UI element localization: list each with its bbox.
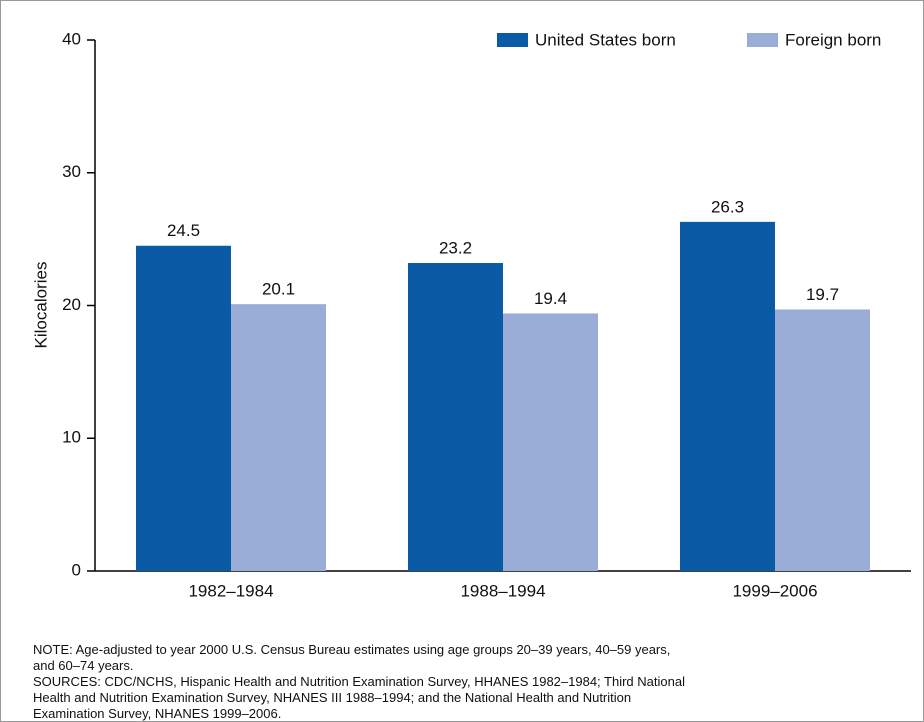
legend-swatch — [497, 33, 528, 47]
legend-label: United States born — [535, 30, 676, 49]
y-tick-label: 10 — [62, 428, 81, 447]
y-tick-label: 30 — [62, 162, 81, 181]
sources-line: Health and Nutrition Examination Survey,… — [33, 690, 631, 705]
x-tick-label: 1982–1984 — [188, 581, 273, 600]
sources-line: Examination Survey, NHANES 1999–2006. — [33, 706, 281, 721]
value-label: 19.4 — [534, 289, 567, 308]
bar — [775, 309, 870, 571]
y-axis-label: Kilocalories — [31, 262, 50, 349]
bar — [503, 313, 598, 571]
bar — [231, 304, 326, 571]
legend-swatch — [747, 33, 778, 47]
legend-label: Foreign born — [785, 30, 881, 49]
y-tick-label: 0 — [72, 560, 81, 579]
value-label: 20.1 — [262, 280, 295, 299]
value-label: 23.2 — [439, 239, 472, 258]
value-label: 24.5 — [167, 221, 200, 240]
x-tick-label: 1988–1994 — [460, 581, 545, 600]
note-line: NOTE: Age-adjusted to year 2000 U.S. Cen… — [33, 642, 670, 657]
bar — [408, 263, 503, 571]
value-label: 26.3 — [711, 197, 744, 216]
sources-line: SOURCES: CDC/NCHS, Hispanic Health and N… — [33, 674, 685, 689]
x-tick-label: 1999–2006 — [732, 581, 817, 600]
y-tick-label: 20 — [62, 295, 81, 314]
value-label: 19.7 — [806, 285, 839, 304]
bar — [136, 245, 231, 571]
note-line: and 60–74 years. — [33, 658, 133, 673]
y-tick-label: 40 — [62, 29, 81, 48]
bar — [680, 221, 775, 571]
